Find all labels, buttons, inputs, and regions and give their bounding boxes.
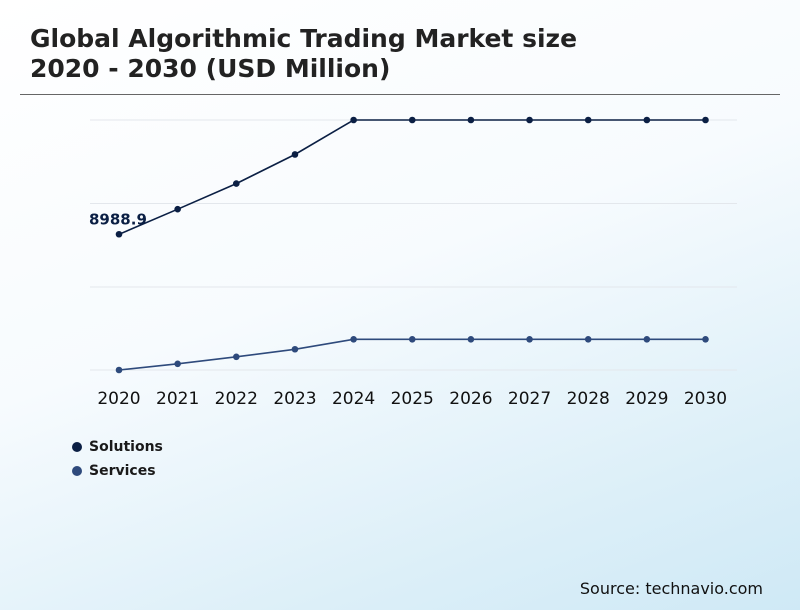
data-point-services — [584, 335, 592, 343]
legend-dot-services — [72, 466, 82, 476]
series-points — [115, 116, 709, 374]
legend-item-solutions: Solutions — [72, 435, 163, 459]
x-tick-label: 2027 — [508, 389, 551, 409]
x-tick-label: 2029 — [625, 389, 668, 409]
data-point-solutions — [526, 116, 533, 124]
title-divider — [20, 94, 780, 95]
x-tick-label: 2020 — [97, 389, 140, 409]
x-tick-label: 2026 — [449, 389, 492, 409]
legend-dot-solutions — [72, 442, 82, 452]
legend-label-services: Services — [89, 463, 156, 479]
x-tick-label: 2022 — [215, 389, 258, 409]
data-point-solutions — [291, 151, 299, 158]
x-tick-label: 2025 — [391, 389, 434, 409]
data-point-solutions — [350, 116, 357, 124]
x-tick-label: 2021 — [156, 389, 199, 409]
data-point-services — [174, 360, 181, 368]
data-point-solutions — [408, 116, 416, 124]
legend-item-services: Services — [72, 459, 163, 483]
data-point-solutions — [174, 205, 181, 213]
chart-title: Global Algorithmic Trading Market size 2… — [30, 24, 577, 84]
x-tick-label: 2023 — [273, 389, 316, 409]
data-point-solutions — [643, 116, 651, 124]
chart-title-line-2: 2020 - 2030 (USD Million) — [30, 54, 391, 83]
series-line-services — [118, 338, 706, 371]
data-point-services — [233, 353, 240, 361]
data-point-services — [408, 335, 416, 343]
legend-label-solutions: Solutions — [89, 439, 163, 455]
data-point-services — [115, 366, 123, 374]
data-point-services — [467, 335, 475, 343]
x-tick-label: 2028 — [567, 389, 610, 409]
series-lines — [118, 119, 706, 371]
data-point-solutions — [467, 116, 475, 124]
x-tick-label: 2030 — [684, 389, 727, 409]
data-point-solutions — [115, 230, 123, 238]
legend: Solutions Services — [72, 435, 163, 483]
x-axis-tick-labels: 2020 2021 2022 2023 2024 2025 2026 2027 2028 2029… — [97, 389, 727, 409]
data-point-services — [702, 335, 709, 343]
data-point-services — [350, 335, 357, 343]
gridlines — [90, 119, 737, 371]
data-point-solutions — [584, 116, 592, 124]
data-label: 8988.9 — [89, 210, 147, 228]
data-labels: 8988.9 — [89, 210, 147, 228]
data-point-services — [526, 335, 533, 343]
data-point-services — [643, 335, 651, 343]
source-note: Source: technavio.com — [579, 579, 763, 598]
data-point-solutions — [233, 180, 240, 187]
series-line-solutions — [118, 119, 706, 236]
x-tick-label: 2024 — [332, 389, 375, 409]
chart-title-line-1: Global Algorithmic Trading Market size — [30, 24, 578, 53]
data-point-solutions — [702, 116, 709, 124]
data-point-services — [291, 345, 299, 353]
